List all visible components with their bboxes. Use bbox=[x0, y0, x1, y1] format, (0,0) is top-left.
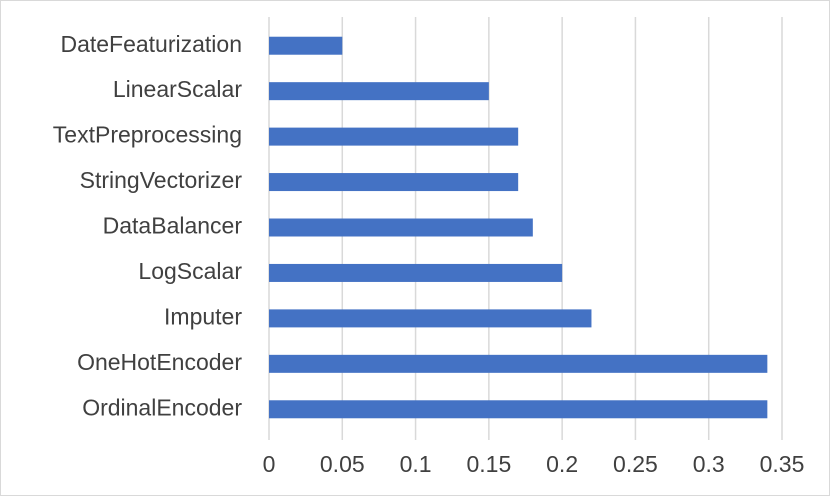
bar bbox=[269, 400, 768, 419]
bar bbox=[269, 127, 519, 146]
y-tick-label: StringVectorizer bbox=[80, 167, 243, 193]
x-tick-label: 0.25 bbox=[613, 451, 658, 477]
x-tick-label: 0 bbox=[263, 451, 276, 477]
bar bbox=[269, 309, 592, 328]
y-tick-label: OrdinalEncoder bbox=[82, 394, 242, 420]
y-tick-label: LogScalar bbox=[138, 258, 242, 284]
y-tick-label: TextPreprocessing bbox=[53, 122, 242, 148]
y-tick-label: OneHotEncoder bbox=[77, 349, 242, 375]
bar bbox=[269, 218, 533, 237]
bar bbox=[269, 354, 768, 373]
x-tick-label: 0.35 bbox=[760, 451, 805, 477]
x-tick-label: 0.1 bbox=[400, 451, 432, 477]
bar bbox=[269, 263, 563, 282]
x-tick-label: 0.15 bbox=[466, 451, 511, 477]
bar bbox=[269, 173, 519, 192]
x-tick-label: 0.05 bbox=[320, 451, 365, 477]
bar bbox=[269, 82, 489, 101]
y-tick-label: DataBalancer bbox=[103, 213, 243, 239]
x-tick-label: 0.2 bbox=[546, 451, 578, 477]
y-tick-label: LinearScalar bbox=[113, 76, 242, 102]
y-tick-label: Imputer bbox=[164, 303, 242, 329]
bar bbox=[269, 36, 343, 55]
y-tick-label: DateFeaturization bbox=[60, 31, 242, 57]
x-tick-label: 0.3 bbox=[693, 451, 725, 477]
